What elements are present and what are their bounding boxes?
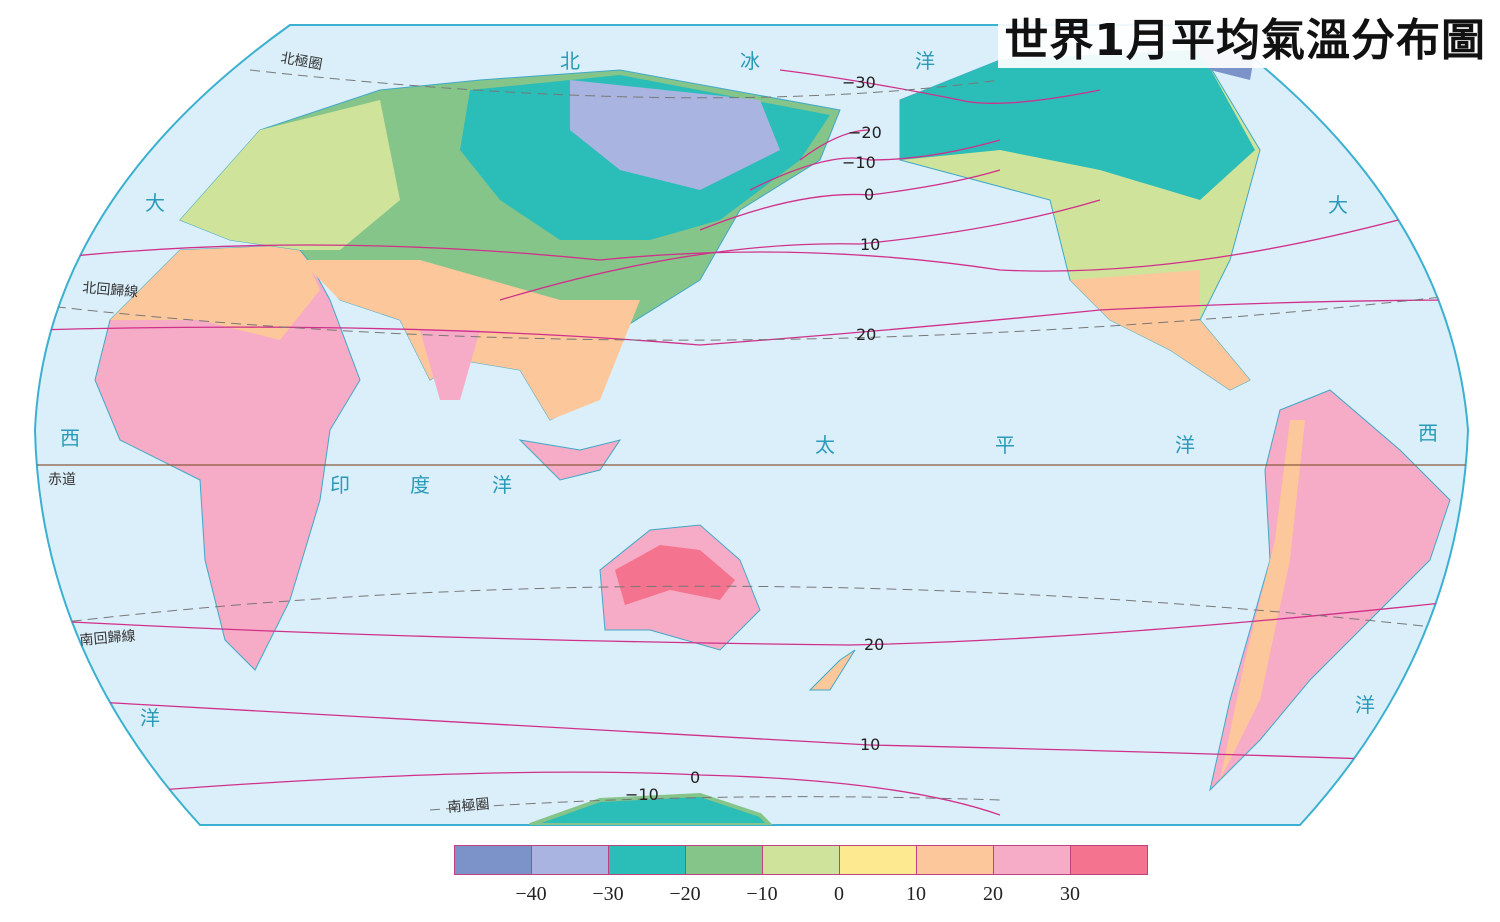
- legend-ticks: −40 −30 −20 −10 0 10 20 30: [0, 883, 1500, 907]
- label-tropic-capricorn: 南回歸線: [79, 627, 136, 649]
- islands-indonesia: [518, 439, 622, 481]
- region-eurasia-west: [180, 100, 400, 250]
- legend-tick-label: 10: [906, 883, 926, 905]
- legend-swatch: [455, 846, 532, 874]
- ocean-atlantic-left-2: 西: [60, 426, 80, 450]
- map-title: 世界1月平均氣溫分布圖: [998, 4, 1492, 68]
- label-tropic-cancer: 北回歸線: [82, 279, 139, 301]
- isotherm-label: 10: [860, 235, 880, 254]
- ocean-pacific-3: 洋: [1175, 433, 1195, 457]
- region-canada: [900, 50, 1255, 200]
- ocean-atlantic-right-2: 西: [1418, 421, 1438, 445]
- ocean-indian-3: 洋: [492, 473, 512, 497]
- label-antarctic-circle: 南極圈: [447, 796, 490, 816]
- legend-swatch: [1071, 846, 1147, 874]
- ocean-atlantic-left-3: 洋: [140, 706, 160, 730]
- ocean-indian-2: 度: [410, 473, 430, 497]
- ocean-arctic-3: 洋: [915, 49, 935, 73]
- isotherm-label: 20: [856, 325, 876, 344]
- legend-swatch: [609, 846, 686, 874]
- legend-tick-label: 30: [1060, 883, 1080, 905]
- islands-new-zealand: [808, 649, 856, 691]
- temperature-legend: [454, 845, 1148, 875]
- legend-tick-label: −40: [515, 883, 547, 905]
- legend-swatch: [840, 846, 917, 874]
- ocean-atlantic-left-1: 大: [145, 191, 165, 215]
- label-equator: 赤道: [48, 472, 76, 488]
- isotherm-label: 0: [864, 185, 874, 204]
- legend-swatch: [917, 846, 994, 874]
- isotherm-label: −10: [625, 785, 659, 804]
- isotherm-label: 10: [860, 735, 880, 754]
- region-africa-north: [110, 245, 320, 340]
- isotherm-label: −10: [842, 153, 876, 172]
- label-arctic-circle: 北極圈: [279, 50, 323, 73]
- legend-tick-label: −30: [592, 883, 624, 905]
- world-map: 北極圈 北回歸線 赤道 南回歸線 南極圈 北 冰 洋 大 西 洋 大 西 洋 印…: [33, 24, 1470, 826]
- legend-tick-label: 0: [834, 883, 844, 905]
- antarctic-circle-line: [429, 796, 1001, 811]
- legend-swatch: [763, 846, 840, 874]
- ocean-arctic-1: 北: [560, 49, 580, 73]
- tropic-capricorn-line: [39, 585, 1461, 631]
- legend-tick-label: 20: [983, 883, 1003, 905]
- legend-tick-label: −10: [746, 883, 778, 905]
- legend-swatch: [686, 846, 763, 874]
- region-usa-south: [1070, 270, 1250, 390]
- ocean-arctic-2: 冰: [740, 49, 760, 73]
- region-india: [420, 330, 480, 400]
- legend-swatch: [532, 846, 609, 874]
- isotherm-label: 20: [864, 635, 884, 654]
- region-australia-hot: [615, 545, 735, 605]
- tropic-cancer-line: [39, 294, 1461, 341]
- region-siberia-cold: [570, 80, 780, 190]
- ocean-atlantic-right-1: 大: [1328, 193, 1348, 217]
- isotherm-label: −20: [848, 123, 882, 142]
- ocean-atlantic-right-3: 洋: [1355, 693, 1375, 717]
- arctic-circle-line: [249, 69, 1001, 99]
- continent-antarctica: [529, 792, 775, 825]
- isotherms: [35, 69, 1468, 816]
- isotherm-label: −30: [842, 73, 876, 92]
- legend-swatch: [994, 846, 1071, 874]
- ocean-indian-1: 印: [330, 473, 350, 497]
- isotherm-label: 0: [690, 768, 700, 787]
- legend-tick-label: −20: [669, 883, 701, 905]
- region-andes: [1220, 420, 1305, 780]
- ocean-pacific-2: 平: [995, 433, 1015, 457]
- ocean-pacific-1: 太: [815, 433, 835, 457]
